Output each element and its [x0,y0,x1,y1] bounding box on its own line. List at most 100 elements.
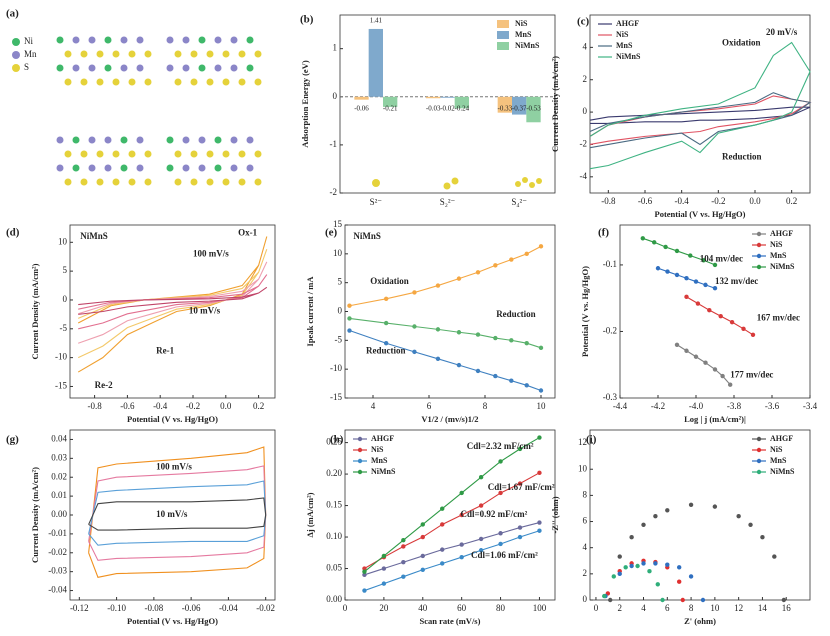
legend-marker [756,447,762,453]
data-point [517,525,523,530]
atom [120,136,128,144]
data-point [517,481,523,486]
y-axis-label: Adsorption Energy (eV) [300,60,310,148]
atom [112,150,120,158]
series-line [349,330,542,392]
bar [426,96,441,99]
data-point [493,335,498,341]
y-tick-label: -2 [580,139,588,149]
y-tick-label: 0.15 [326,500,342,510]
atom [96,178,104,186]
x-tick-label: 80 [496,603,506,613]
y-tick-label: 1 [333,43,338,53]
annotation: 10 mV/s [156,509,188,519]
data-point [537,520,542,525]
annotation: Reduction [366,345,406,355]
atom [64,150,72,158]
series-line [589,92,812,149]
chart-panel: (i) 0 2 4 6 8 10 12 0 2 4 6 8 10 12 14 16 Z' (ohm) -Z'' (o… [550,429,811,626]
y-tick-label: -0.01 [48,528,67,538]
legend-text: MnS [616,41,633,50]
atom [120,164,128,172]
x-tick-label: 10 [537,401,547,411]
data-point [641,561,646,566]
atom [72,136,80,144]
data-point [652,240,657,245]
data-point [478,536,484,542]
atom [230,36,238,44]
data-point [703,282,708,288]
plot-frame [619,224,811,399]
y-tick-label: 15 [333,219,343,229]
y-axis-label: -Z'' (ohm) [550,496,560,533]
bar [497,96,512,113]
annotation: Cdl=1.67 mF/cm² [488,482,555,492]
data-point [475,368,481,374]
atom [128,50,136,58]
atom [254,50,262,58]
x-tick-label: 60 [457,603,467,613]
data-point [440,547,445,552]
data-point [362,569,367,574]
atom [246,136,254,144]
data-point [680,597,685,603]
data-point [509,338,514,343]
legend-text: NiMnS [371,467,396,476]
annotation: Cdl=0.92 mF/cm² [461,509,528,519]
y-tick-label: -0.02 [48,547,67,557]
data-point [478,548,484,553]
x-tick-label: -0.06 [182,603,201,613]
y-tick-label: 10 [58,236,68,246]
atom [96,150,104,158]
atom [182,36,190,44]
data-point [435,283,441,288]
atom [198,164,206,172]
data-point [517,534,523,540]
y-tick-label: 4 [583,41,588,51]
x-tick-label: 16 [782,603,792,613]
atom [246,36,254,44]
data-point [635,563,640,569]
data-point [748,522,753,528]
panel-label: (d) [6,227,20,239]
legend-text: S [24,62,29,72]
legend-text: NiMnS [770,262,795,271]
atom [214,64,222,72]
bar [454,96,469,109]
data-point [688,574,694,579]
atom [174,150,182,158]
crystal-structures [56,36,262,186]
y-tick-label: -15 [55,381,67,391]
y-tick-label: -0.03 [48,566,67,576]
atom [230,136,238,144]
data-point [401,537,406,543]
data-point [665,269,670,274]
data-point [629,535,634,540]
data-point [538,345,544,351]
annotation: 100 mV/s [156,461,192,471]
y-tick-label: 5 [63,265,68,275]
atom [182,64,190,72]
atom [214,36,222,44]
data-point [401,574,406,579]
atom [80,78,88,86]
chart-panel: (e) -15 -10 -5 0 5 10 15 4 6 8 10 V1/2 / (mv/s)1/2 Ip… [305,219,556,424]
data-point [617,571,622,577]
annotation: 104 mv/dec [700,254,743,264]
data-point [712,286,718,291]
y-tick-label: 0.10 [326,531,342,541]
data-point [383,341,389,346]
legend-marker [756,253,762,259]
data-point [383,320,389,326]
x-tick-label: -3.8 [727,401,742,411]
y-tick-label: 0.05 [326,563,342,573]
legend-text: NiMnS [515,41,540,50]
atom [128,178,136,186]
atom [222,150,230,158]
data-label: -0.33 [498,104,513,112]
atom [166,64,174,72]
x-tick-label: -3.6 [765,401,780,411]
y-axis-label: Potential (V vs. Hg/HgO) [580,266,590,357]
series-line [88,497,267,531]
atom [254,78,262,86]
